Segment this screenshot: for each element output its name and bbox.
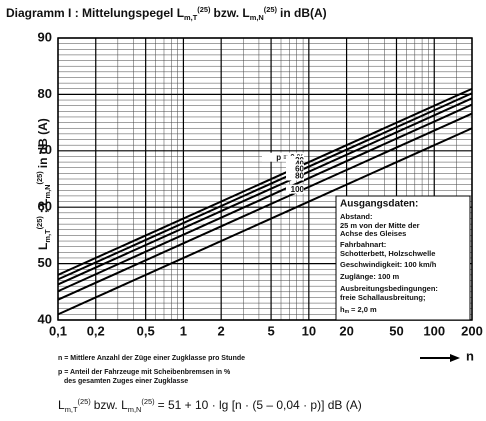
text-part: m,N (128, 405, 142, 414)
series-line (57, 103, 473, 293)
x-tick-label: 1 (180, 323, 187, 338)
text-part: h (340, 305, 345, 314)
legend-bg (286, 171, 304, 181)
y-tick-label: 80 (38, 86, 52, 101)
info-text: freie Schallausbreitung; (340, 293, 425, 302)
legend-label: 40 (295, 159, 304, 168)
info-text: Ausbreitungsbedingungen: (340, 284, 438, 293)
text-part: m,N (43, 184, 52, 198)
info-box (335, 195, 471, 321)
note: n = Mittlere Anzahl der Züge einer Zugkl… (58, 355, 245, 362)
text-part: m,T (43, 229, 52, 243)
y-tick-label: 40 (38, 311, 52, 326)
info-text: Zuglänge: 100 m (340, 272, 400, 281)
rich-text: Lm,T(25); Lm,N(25)in dB (A) (35, 118, 52, 250)
text-part: = 2,0 m (351, 305, 377, 314)
y-tick-label: 90 (38, 29, 52, 44)
text-part: bzw. L (94, 398, 128, 412)
x-arrow-head (450, 354, 460, 362)
legend-bg (286, 184, 304, 194)
x-tick-label: 20 (339, 323, 353, 338)
series-line (57, 92, 473, 281)
text-part: ; L (36, 199, 50, 214)
info-text: Schotterbett, Holzschwelle (340, 249, 435, 258)
text-part: (25) (197, 5, 211, 14)
text-part: m (345, 309, 350, 315)
info-text: Fahrbahnart: (340, 240, 386, 249)
y-tick-label: 70 (38, 142, 52, 157)
legend-bg (286, 159, 304, 169)
text-part: m,T (65, 405, 78, 414)
y-tick-label: 60 (38, 199, 52, 214)
text-part: (25) (141, 397, 155, 406)
x-axis-label: n (466, 348, 474, 363)
info-text: 25 m von der Mitte der (340, 221, 420, 230)
info-text: Ausgangsdaten: (340, 199, 418, 210)
series-line (57, 97, 473, 286)
note: p = Anteil der Fahrzeuge mit Scheibenbre… (58, 369, 231, 376)
text-part: = 51 + 10 · lg [n · (5 – 0,04 · p)] dB (… (158, 398, 362, 412)
legend-bg (262, 152, 304, 162)
info-text: Abstand: (340, 212, 373, 221)
series-line (57, 87, 473, 276)
x-tick-label: 100 (423, 323, 445, 338)
x-tick-label: 10 (302, 323, 316, 338)
series-line (57, 127, 473, 316)
text-part: in dB(A) (280, 6, 327, 20)
text-part: L (36, 243, 50, 250)
legend-label: 80 (295, 172, 304, 181)
text-part: L (58, 398, 65, 412)
x-tick-label: 50 (389, 323, 403, 338)
x-tick-label: 0,5 (137, 323, 155, 338)
legend-label: 100 (291, 185, 305, 194)
text-part: m,N (250, 13, 264, 22)
y-tick-label: 50 (38, 255, 52, 270)
text-part: (25) (78, 397, 92, 406)
x-tick-label: 200 (461, 323, 483, 338)
rich-text: Diagramm I : Mittelungspegel Lm,T(25) bzw… (6, 5, 327, 22)
x-tick-label: 0,1 (49, 323, 67, 338)
x-tick-label: 5 (267, 323, 274, 338)
plot-frame (57, 37, 473, 321)
info-text: hm = 2,0 m (340, 305, 377, 315)
text-part: (25) (35, 216, 44, 230)
text-part: in dB (A) (36, 118, 50, 168)
info-text: Achse des Gleises (340, 229, 406, 238)
rich-text: Lm,T(25) bzw. Lm,N(25) = 51 + 10 · lg [n ·… (58, 397, 362, 414)
text-part: (25) (264, 5, 278, 14)
series-line (57, 112, 473, 301)
info-text: Geschwindigkeit: 100 km/h (340, 260, 437, 269)
legend-bg (286, 164, 304, 174)
text-part: Diagramm I : Mittelungspegel L (6, 6, 184, 20)
x-tick-label: 0,2 (87, 323, 105, 338)
note: des gesamten Zuges einer Zugklasse (64, 378, 188, 385)
x-tick-label: 2 (218, 323, 225, 338)
text-part: bzw. L (214, 6, 250, 20)
legend-label: 60 (295, 164, 304, 173)
text-part: (25) (35, 171, 44, 185)
text-part: m,T (184, 13, 198, 22)
